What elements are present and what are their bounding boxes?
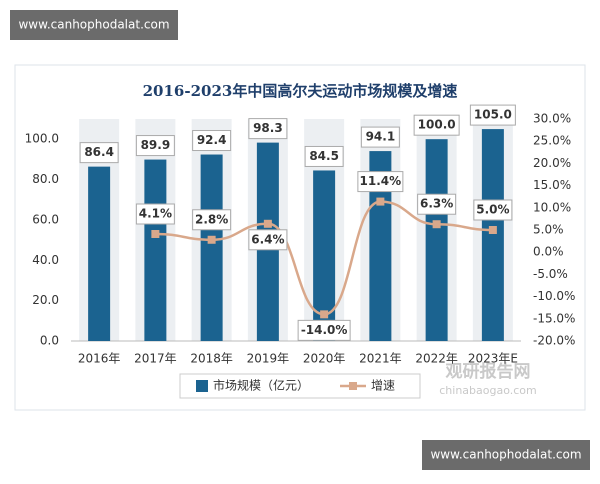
line-marker — [488, 226, 497, 234]
value-label-box — [417, 193, 457, 215]
x-tick-label: 2023年E — [468, 352, 518, 366]
x-tick-label: 2021年 — [359, 352, 402, 366]
value-label-box — [192, 130, 232, 152]
y-tick-label: 40.0 — [32, 253, 59, 267]
y2-tick-label: 20.0% — [533, 156, 571, 170]
bar — [88, 166, 111, 341]
y2-tick-label: 25.0% — [533, 134, 571, 148]
line-marker — [207, 235, 216, 244]
watermark-box — [422, 440, 590, 470]
value-label: 5.0% — [476, 203, 509, 217]
x-tick-label: 2020年 — [303, 352, 346, 366]
legend-box — [179, 373, 421, 399]
watermark: www.canhophodalat.com — [430, 448, 581, 462]
legend-swatch — [196, 380, 208, 392]
y-tick-label: 0.0 — [40, 334, 59, 348]
value-label-box — [248, 229, 288, 251]
value-label-box — [413, 114, 460, 136]
y2-tick-label: 0.0% — [533, 245, 564, 259]
bar — [481, 129, 504, 341]
logo-name: 观研报告网 — [445, 361, 531, 382]
y-tick-label: 80.0 — [32, 172, 59, 186]
line-marker — [263, 219, 272, 228]
x-tick-label: 2017年 — [134, 352, 177, 366]
watermark-box — [10, 10, 178, 40]
y2-tick-label: -15.0% — [533, 311, 575, 325]
line-marker — [320, 310, 329, 319]
value-label-box — [297, 319, 351, 341]
value-label: 11.4% — [360, 174, 402, 188]
chart-title: 2016-2023年中国高尔夫运动市场规模及增速 — [143, 82, 458, 100]
y2-tick-label: -10.0% — [533, 289, 575, 303]
line-marker — [432, 220, 441, 229]
value-label: 6.3% — [420, 197, 453, 211]
value-label: 92.4 — [197, 133, 227, 147]
y2-tick-label: -5.0% — [533, 267, 568, 281]
value-label: 89.9 — [141, 138, 171, 152]
y2-tick-label: -20.0% — [533, 334, 575, 348]
bar — [369, 151, 392, 341]
value-label: 4.1% — [139, 206, 172, 220]
value-label: -14.0% — [301, 323, 348, 337]
value-label-box — [357, 171, 404, 193]
x-tick-label: 2016年 — [78, 352, 121, 366]
value-label: 100.0 — [418, 118, 456, 132]
value-label-box — [79, 142, 119, 164]
line-marker — [151, 229, 160, 238]
y2-tick-label: 15.0% — [533, 178, 571, 192]
value-label-box — [469, 104, 516, 126]
value-label-box — [304, 145, 344, 167]
value-label: 105.0 — [474, 108, 512, 122]
y2-tick-label: 10.0% — [533, 200, 571, 214]
value-label-box — [192, 209, 232, 231]
legend-swatch — [349, 382, 357, 390]
value-label: 6.4% — [251, 232, 284, 246]
logo-site: chinabaogao.com — [439, 384, 537, 397]
x-tick-label: 2022年 — [415, 352, 458, 366]
value-label: 86.4 — [84, 145, 114, 159]
y2-tick-label: 5.0% — [533, 223, 564, 237]
watermark: www.canhophodalat.com — [18, 18, 169, 32]
value-label: 84.5 — [309, 149, 339, 163]
line-marker — [376, 197, 385, 206]
y2-tick-label: 30.0% — [533, 112, 571, 126]
bar — [200, 154, 223, 341]
value-label: 98.3 — [253, 121, 283, 135]
x-tick-label: 2018年 — [190, 352, 233, 366]
value-label-box — [473, 199, 513, 221]
value-label-box — [248, 118, 288, 140]
x-tick-label: 2019年 — [247, 352, 290, 366]
value-label-box — [135, 135, 175, 157]
y-tick-label: 20.0 — [32, 293, 59, 307]
legend-label: 增速 — [371, 379, 395, 393]
y-tick-label: 60.0 — [32, 212, 59, 226]
value-label: 94.1 — [366, 130, 396, 144]
legend-label: 市场规模（亿元） — [213, 378, 309, 393]
value-label-box — [360, 126, 400, 148]
y-tick-label: 100.0 — [25, 132, 59, 146]
value-label-box — [135, 203, 175, 225]
bar — [313, 170, 336, 341]
value-label: 2.8% — [195, 212, 228, 226]
bar — [144, 159, 167, 341]
bar — [425, 139, 448, 341]
